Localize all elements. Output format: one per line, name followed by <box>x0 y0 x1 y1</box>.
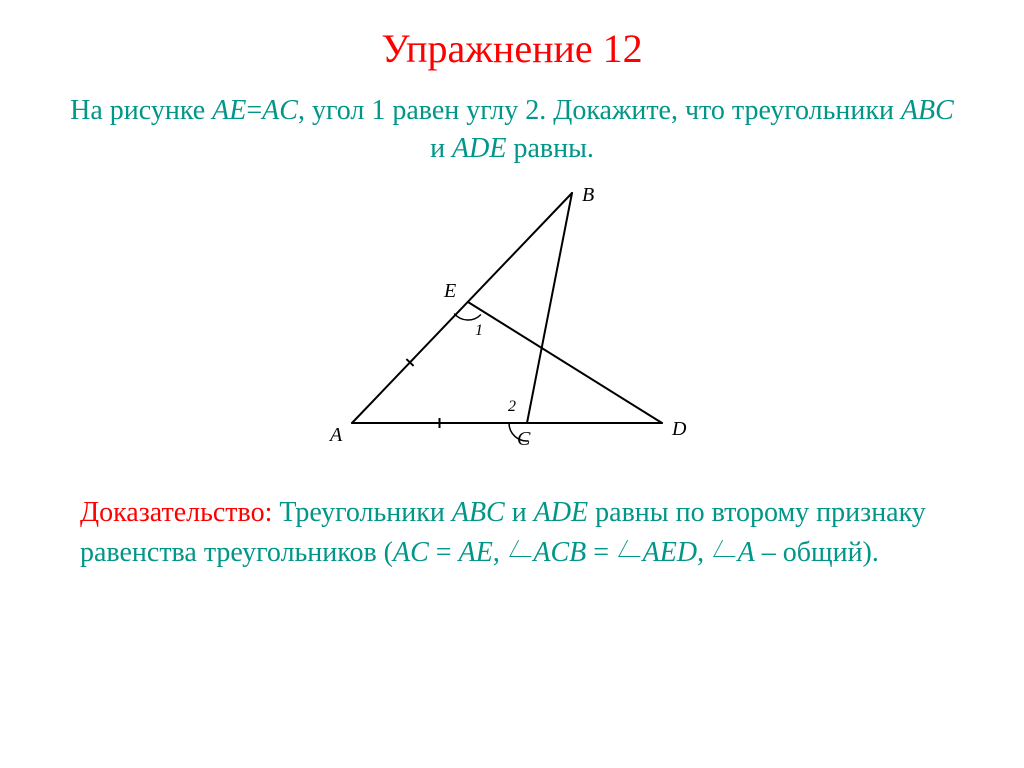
svg-text:E: E <box>443 280 456 302</box>
problem-mid2: и <box>430 133 452 164</box>
problem-mid1: , угол 1 равен углу 2. Докажите, что тре… <box>298 95 901 126</box>
problem-suffix: равны. <box>506 133 593 164</box>
proof-p2: и <box>505 497 534 528</box>
svg-text:2: 2 <box>508 398 516 415</box>
svg-text:1: 1 <box>475 322 483 339</box>
problem-eq1-rhs: AC <box>262 95 298 126</box>
diagram-container: 1 2 A B C D E <box>60 183 964 468</box>
proof-label: Доказательство: <box>80 497 272 528</box>
problem-t1: ABC <box>901 95 954 126</box>
title-text: Упражнение 12 <box>381 26 642 71</box>
svg-text:A: A <box>328 424 343 446</box>
angle-icon <box>616 537 641 562</box>
proof-block: Доказательство: Треугольники ABC и ADE р… <box>60 493 964 574</box>
problem-prefix: На рисунке <box>70 95 212 126</box>
svg-text:D: D <box>671 418 687 440</box>
proof-ang-aed: AED <box>643 537 697 568</box>
triangle-diagram: 1 2 A B C D E <box>312 183 712 468</box>
proof-ade: ADE <box>534 497 588 528</box>
proof-eq-ae: AE <box>459 537 493 568</box>
proof-p4: – общий). <box>755 537 879 568</box>
slide-title: Упражнение 12 <box>60 25 964 72</box>
proof-eq-sep: = <box>429 537 459 568</box>
svg-text:C: C <box>517 428 531 450</box>
proof-ang-acb: ACB <box>533 537 586 568</box>
angle-icon <box>711 537 736 562</box>
problem-statement: На рисунке AE=AC, угол 1 равен углу 2. Д… <box>60 92 964 168</box>
angle-icon <box>507 537 532 562</box>
proof-comma2: , <box>697 537 711 568</box>
proof-comma: , <box>493 537 507 568</box>
proof-abc: ABC <box>452 497 505 528</box>
proof-eq-sep2: = <box>586 537 616 568</box>
svg-text:B: B <box>582 184 594 206</box>
proof-p1: Треугольники <box>272 497 451 528</box>
problem-t2: ADE <box>452 133 506 164</box>
proof-eq-ac: AC <box>393 537 429 568</box>
problem-eq1-lhs: AE <box>212 95 246 126</box>
